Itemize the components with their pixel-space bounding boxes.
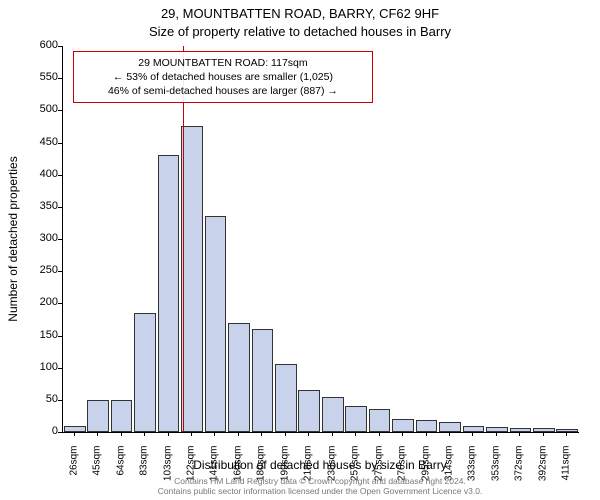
y-tick-mark	[58, 336, 62, 337]
histogram-bar	[298, 390, 320, 432]
y-tick-label: 600	[32, 39, 58, 51]
histogram-bar	[416, 420, 438, 432]
histogram-bar	[181, 126, 203, 432]
x-tick-mark	[426, 432, 427, 436]
annotation-line: 46% of semi-detached houses are larger (…	[80, 84, 365, 98]
x-tick-mark	[519, 432, 520, 436]
y-tick-label: 450	[32, 136, 58, 148]
y-tick-label: 250	[32, 264, 58, 276]
x-tick-mark	[308, 432, 309, 436]
y-tick-mark	[58, 400, 62, 401]
y-tick-mark	[58, 110, 62, 111]
y-tick-label: 500	[32, 103, 58, 115]
y-tick-mark	[58, 432, 62, 433]
annotation-line: ← 53% of detached houses are smaller (1,…	[80, 70, 365, 84]
histogram-bar	[87, 400, 109, 432]
histogram-bar	[322, 397, 344, 432]
annotation-box: 29 MOUNTBATTEN ROAD: 117sqm← 53% of deta…	[73, 51, 372, 104]
x-tick-mark	[191, 432, 192, 436]
chart-title-line1: 29, MOUNTBATTEN ROAD, BARRY, CF62 9HF	[0, 6, 600, 21]
y-tick-label: 0	[32, 425, 58, 437]
y-tick-mark	[58, 368, 62, 369]
histogram-bar	[158, 155, 180, 432]
histogram-bar	[134, 313, 156, 432]
histogram-bar	[64, 426, 86, 432]
x-tick-mark	[449, 432, 450, 436]
histogram-bar	[111, 400, 133, 432]
y-tick-label: 200	[32, 296, 58, 308]
x-tick-mark	[214, 432, 215, 436]
x-tick-mark	[74, 432, 75, 436]
histogram-bar	[252, 329, 274, 432]
x-tick-mark	[332, 432, 333, 436]
x-axis-label: Distribution of detached houses by size …	[62, 458, 578, 472]
histogram-bar	[228, 323, 250, 432]
y-tick-label: 350	[32, 200, 58, 212]
x-tick-mark	[402, 432, 403, 436]
footer-line1: Contains HM Land Registry data © Crown c…	[62, 476, 578, 486]
y-tick-mark	[58, 175, 62, 176]
histogram-bar	[205, 216, 227, 432]
x-tick-mark	[566, 432, 567, 436]
y-tick-mark	[58, 271, 62, 272]
x-tick-mark	[97, 432, 98, 436]
y-tick-mark	[58, 207, 62, 208]
y-axis-label: Number of detached properties	[6, 46, 22, 432]
y-tick-mark	[58, 78, 62, 79]
histogram-bar	[439, 422, 461, 432]
y-tick-label: 300	[32, 232, 58, 244]
histogram-bar	[369, 409, 391, 432]
plot-area: 29 MOUNTBATTEN ROAD: 117sqm← 53% of deta…	[62, 46, 579, 433]
histogram-bar	[345, 406, 367, 432]
y-tick-label: 400	[32, 168, 58, 180]
y-tick-label: 100	[32, 361, 58, 373]
x-tick-mark	[472, 432, 473, 436]
histogram-bar	[392, 419, 414, 432]
y-tick-mark	[58, 143, 62, 144]
x-tick-mark	[261, 432, 262, 436]
x-tick-mark	[496, 432, 497, 436]
x-tick-mark	[144, 432, 145, 436]
reference-line	[183, 46, 184, 432]
histogram-bar	[275, 364, 297, 432]
y-tick-mark	[58, 46, 62, 47]
y-tick-label: 50	[32, 393, 58, 405]
x-tick-mark	[543, 432, 544, 436]
y-tick-label: 150	[32, 329, 58, 341]
x-tick-mark	[379, 432, 380, 436]
chart-footer: Contains HM Land Registry data © Crown c…	[62, 476, 578, 496]
y-tick-mark	[58, 239, 62, 240]
y-tick-mark	[58, 303, 62, 304]
footer-line2: Contains public sector information licen…	[62, 486, 578, 496]
x-tick-mark	[121, 432, 122, 436]
chart-title-line2: Size of property relative to detached ho…	[0, 24, 600, 39]
x-tick-mark	[168, 432, 169, 436]
histogram-chart: 29, MOUNTBATTEN ROAD, BARRY, CF62 9HF Si…	[0, 0, 600, 500]
x-tick-mark	[285, 432, 286, 436]
x-tick-mark	[238, 432, 239, 436]
x-tick-mark	[355, 432, 356, 436]
annotation-line: 29 MOUNTBATTEN ROAD: 117sqm	[80, 56, 365, 70]
y-tick-label: 550	[32, 71, 58, 83]
